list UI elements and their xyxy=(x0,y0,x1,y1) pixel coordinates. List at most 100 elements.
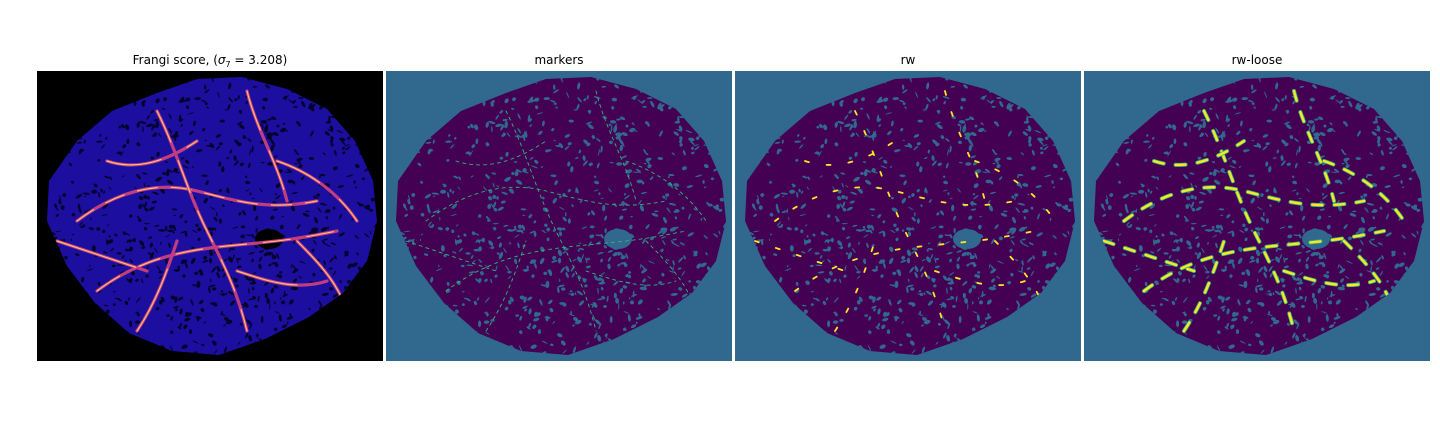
texture-cell xyxy=(670,240,675,245)
texture-cell xyxy=(956,338,960,341)
texture-cell xyxy=(329,193,332,196)
texture-cell xyxy=(1190,222,1197,225)
texture-cell xyxy=(320,226,328,232)
texture-cell xyxy=(543,97,551,101)
texture-cell xyxy=(228,82,232,90)
texture-cell xyxy=(1044,136,1049,140)
texture-cell xyxy=(141,101,145,107)
texture-cell xyxy=(1195,236,1200,240)
texture-cell xyxy=(967,137,972,145)
texture-cell xyxy=(669,226,677,232)
texture-cell xyxy=(891,196,894,200)
texture-cell xyxy=(1161,233,1165,237)
texture-cell xyxy=(490,278,493,284)
texture-cell xyxy=(143,201,148,209)
texture-cell xyxy=(1173,138,1177,145)
texture-cell xyxy=(695,136,700,140)
texture-cell xyxy=(448,134,451,137)
texture-cell xyxy=(906,287,909,294)
texture-cell xyxy=(801,251,806,254)
texture-cell xyxy=(1265,219,1268,224)
texture-cell xyxy=(1122,193,1130,199)
texture-cell xyxy=(505,151,509,157)
texture-cell xyxy=(1026,267,1031,270)
texture-cell xyxy=(880,165,887,169)
texture-cell xyxy=(902,139,906,142)
texture-cell xyxy=(503,224,509,228)
vessel-marker xyxy=(405,240,497,272)
texture-cell xyxy=(182,274,186,278)
texture-cell xyxy=(936,124,943,130)
texture-cell xyxy=(178,114,182,122)
texture-cell xyxy=(319,105,323,110)
texture-cell xyxy=(1238,246,1243,253)
texture-cell xyxy=(528,308,532,315)
texture-cell xyxy=(1171,248,1177,252)
texture-cell xyxy=(1328,215,1331,218)
texture-cell xyxy=(921,258,926,262)
texture-cell xyxy=(624,161,629,166)
texture-cell xyxy=(833,278,837,282)
texture-cell xyxy=(269,137,274,145)
texture-cell xyxy=(492,182,495,188)
texture-cell xyxy=(212,287,217,291)
texture-cell xyxy=(1193,114,1197,120)
texture-cell xyxy=(1316,137,1321,145)
texture-cell xyxy=(1222,308,1225,312)
texture-cell xyxy=(1000,212,1008,217)
texture-cell xyxy=(1187,247,1192,249)
texture-cell xyxy=(900,259,907,263)
texture-cell xyxy=(1052,234,1057,239)
texture-cell xyxy=(976,274,981,279)
texture-cell xyxy=(588,241,592,247)
rw-loose-image xyxy=(1084,71,1430,361)
texture-cell xyxy=(354,164,360,169)
texture-cell xyxy=(71,233,75,236)
vessel-peak xyxy=(156,110,248,332)
texture-cell xyxy=(666,207,671,213)
texture-cell xyxy=(213,227,217,231)
vessel-peak xyxy=(96,230,338,292)
texture-cell xyxy=(668,202,677,206)
texture-cell xyxy=(958,120,966,124)
texture-cell xyxy=(572,258,577,262)
texture-cell xyxy=(1360,239,1364,246)
texture-cell xyxy=(1230,324,1235,330)
texture-cell xyxy=(552,229,556,232)
vessel-segment xyxy=(974,160,1056,222)
texture-cell xyxy=(1010,272,1014,277)
texture-cell xyxy=(1343,121,1348,125)
texture-cell xyxy=(1183,173,1188,180)
texture-cell xyxy=(237,341,241,345)
texture-cell xyxy=(893,223,897,228)
texture-cell xyxy=(519,315,523,321)
texture-cell xyxy=(185,159,190,164)
texture-cell xyxy=(328,267,333,270)
texture-cell xyxy=(514,258,518,265)
texture-cell xyxy=(913,145,919,151)
texture-cell xyxy=(473,124,479,131)
texture-cell xyxy=(1394,263,1400,269)
texture-cell xyxy=(425,141,432,144)
texture-cell xyxy=(1370,260,1373,266)
texture-cell xyxy=(895,227,900,232)
texture-cell xyxy=(949,258,952,263)
texture-cell xyxy=(221,166,225,173)
texture-cell xyxy=(1021,266,1023,272)
texture-cell xyxy=(595,234,602,237)
texture-cell xyxy=(582,155,586,161)
texture-cell xyxy=(949,271,955,276)
texture-cell xyxy=(1329,122,1333,125)
texture-cell xyxy=(871,168,876,172)
texture-cell xyxy=(1298,233,1302,239)
texture-cell xyxy=(329,287,334,291)
texture-cell xyxy=(168,127,173,134)
texture-cell xyxy=(1417,197,1423,202)
texture-cell xyxy=(967,303,969,310)
texture-cell xyxy=(1298,271,1304,276)
texture-cell xyxy=(1173,239,1176,244)
texture-cell xyxy=(105,136,108,140)
texture-cell xyxy=(502,118,508,122)
vessel-marker xyxy=(505,110,597,332)
texture-cell xyxy=(854,265,859,272)
